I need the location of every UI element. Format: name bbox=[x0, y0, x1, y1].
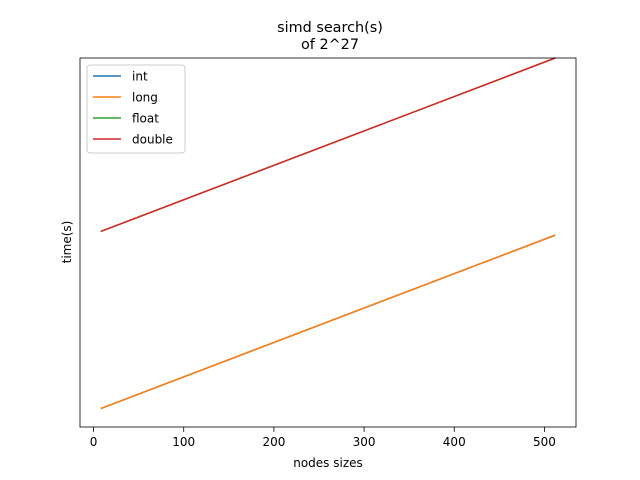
x-tick-label: 400 bbox=[443, 435, 466, 449]
x-tick-label: 0 bbox=[90, 435, 98, 449]
plot-frame bbox=[79, 57, 577, 428]
x-tick-label: 100 bbox=[172, 435, 195, 449]
legend-box bbox=[86, 64, 186, 154]
x-axis-label: nodes sizes bbox=[293, 456, 363, 470]
series-layer bbox=[100, 57, 556, 410]
series-line-double bbox=[100, 57, 556, 233]
chart-title-line-2: of 2^27 bbox=[301, 37, 359, 53]
x-axis-ticks: 0 100 200 300 400 500 bbox=[90, 427, 556, 449]
legend-label-double: double bbox=[132, 133, 173, 147]
x-tick-label: 300 bbox=[353, 435, 376, 449]
chart-title-line-1: simd search(s) bbox=[277, 20, 383, 36]
legend: int long float double bbox=[86, 64, 186, 154]
x-tick-label: 200 bbox=[262, 435, 285, 449]
legend-label-float: float bbox=[132, 112, 159, 126]
legend-label-long: long bbox=[132, 91, 158, 105]
legend-items: int long float double bbox=[93, 70, 173, 147]
x-tick-label: 500 bbox=[533, 435, 556, 449]
series-line-long bbox=[100, 234, 556, 410]
y-axis-label: time(s) bbox=[60, 221, 74, 264]
legend-label-int: int bbox=[132, 70, 148, 84]
